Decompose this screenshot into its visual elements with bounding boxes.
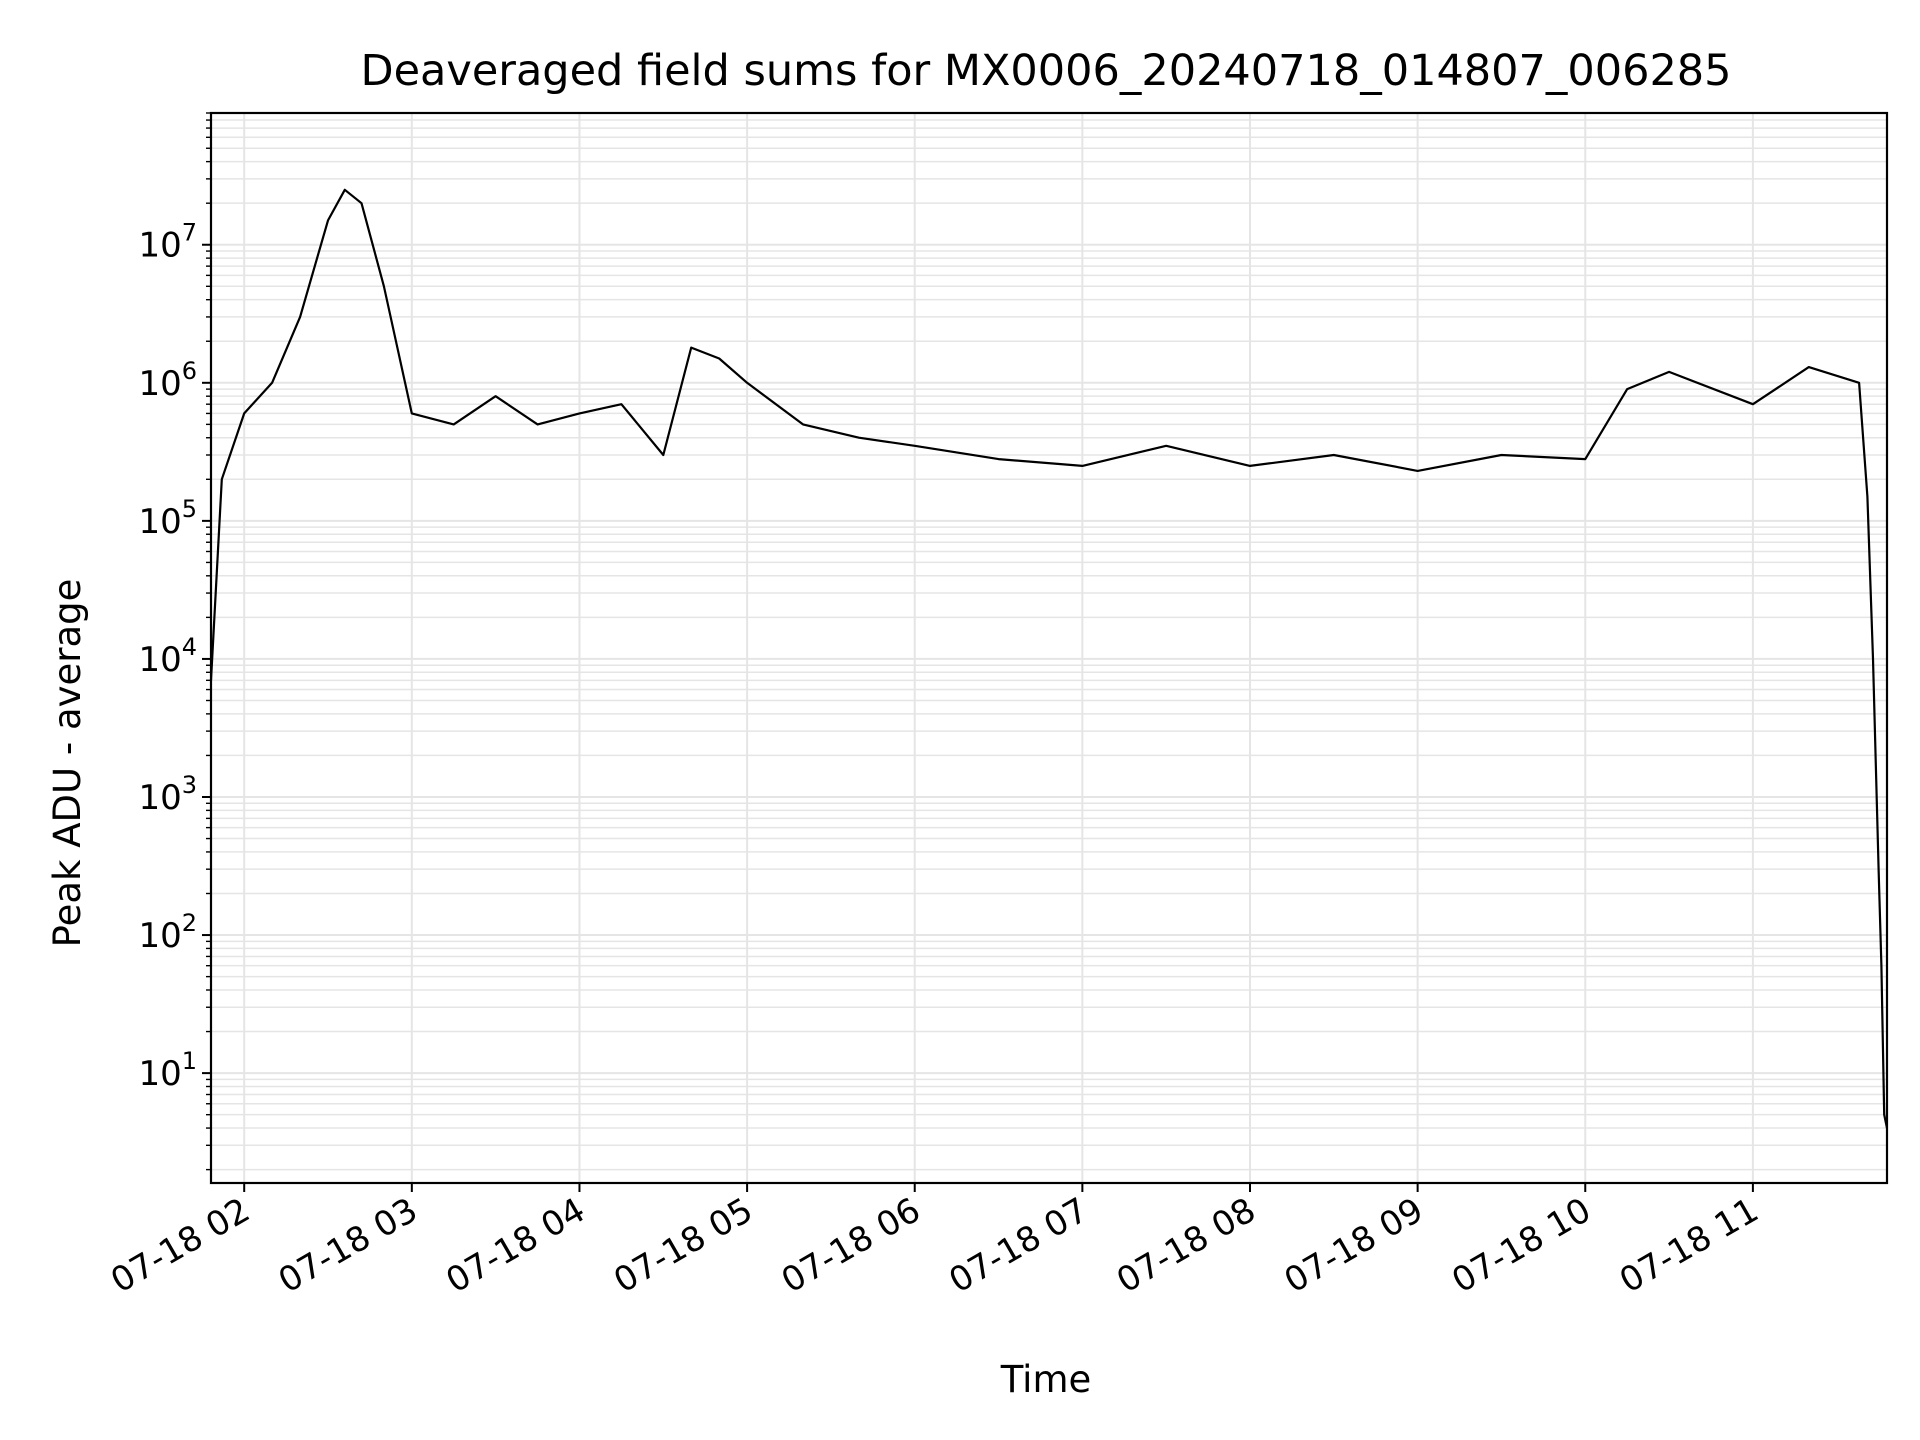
y-tick-label: 103 [138, 771, 197, 818]
y-tick-label: 107 [138, 219, 197, 266]
y-tick-label: 106 [138, 357, 197, 404]
chart-title: Deaveraged field sums for MX0006_2024071… [360, 46, 1731, 96]
x-axis-label: Time [1000, 1358, 1092, 1401]
y-tick-label: 102 [138, 909, 197, 956]
y-tick-label: 105 [138, 495, 197, 542]
data-series [209, 188, 1889, 1129]
grid [211, 112, 1887, 1183]
y-axis-label: Peak ADU - average [46, 579, 89, 948]
plot-frame [209, 111, 1889, 1185]
y-tick-label: 104 [138, 633, 197, 680]
y-tick-label: 101 [138, 1047, 197, 1094]
series-line [209, 188, 1889, 1129]
